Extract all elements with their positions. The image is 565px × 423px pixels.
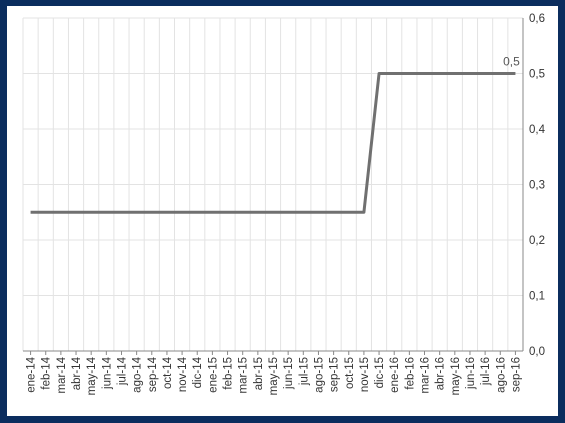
x-tick-label: feb-16	[404, 357, 416, 390]
x-tick-label: dic-15	[374, 357, 386, 388]
x-tick-label: ene-14	[26, 356, 38, 392]
x-tick-label: may-16	[450, 357, 462, 395]
x-tick-label: abr-16	[435, 357, 447, 390]
data-labels: 0,5	[503, 55, 520, 69]
x-tick-label: mar-16	[420, 357, 432, 393]
y-tick-label: 0,2	[529, 235, 545, 247]
x-tick-label: oct-14	[162, 356, 174, 389]
x-tick-label: ago-14	[132, 356, 144, 392]
data-label: 0,5	[503, 55, 520, 69]
x-tick-label: ene-15	[207, 357, 219, 393]
x-tick-label: sep-16	[510, 357, 522, 392]
series-layer	[30, 72, 516, 214]
line-chart: 0,0 0,1 0,2 0,3 0,4 0,5 0,6 ene-14 feb-14 mar-14…	[22, 13, 546, 395]
x-tick-label: jun-14	[101, 356, 113, 390]
y-tick-label: 0,5	[529, 69, 545, 81]
y-tick-label: 0,4	[529, 124, 546, 136]
x-tick-label: nov-15	[359, 357, 371, 392]
y-axis-ticks: 0,0 0,1 0,2 0,3 0,4 0,5 0,6	[529, 13, 546, 358]
x-tick-label: jul-14	[116, 356, 128, 386]
x-tick-label: jun-16	[465, 357, 477, 390]
x-tick-label: sep-15	[329, 357, 341, 392]
x-tick-label: mar-14	[56, 356, 68, 393]
x-tick-label: dic-14	[192, 356, 204, 388]
x-axis-ticks: ene-14 feb-14 mar-14 abr-14 may-14 jun-14 jul-…	[26, 351, 522, 395]
x-tick-label: sep-14	[147, 356, 159, 392]
x-tick-label: may-14	[86, 356, 98, 395]
x-tick-label: jul-15	[298, 357, 310, 386]
x-tick-label: feb-15	[223, 357, 235, 390]
y-tick-label: 0,3	[529, 180, 545, 192]
x-tick-label: nov-14	[177, 356, 189, 392]
chart-frame: 0,0 0,1 0,2 0,3 0,4 0,5 0,6 ene-14 feb-14 mar-14…	[7, 6, 558, 416]
x-tick-label: ago-15	[313, 357, 325, 393]
x-tick-label: jun-15	[283, 357, 295, 390]
x-tick-label: abr-15	[253, 357, 265, 390]
x-tick-label: may-15	[268, 357, 280, 395]
x-tick-label: ago-16	[495, 357, 507, 393]
y-tick-label: 0,1	[529, 291, 545, 303]
y-tick-label: 0,0	[529, 346, 545, 358]
x-tick-label: abr-14	[71, 356, 83, 390]
x-tick-label: mar-15	[238, 357, 250, 393]
x-tick-label: oct-15	[344, 357, 356, 389]
y-tick-label: 0,6	[529, 13, 545, 25]
x-tick-label: jul-16	[480, 357, 492, 386]
x-tick-label: feb-14	[41, 356, 53, 389]
series-line	[30, 72, 516, 214]
x-tick-label: ene-16	[389, 357, 401, 393]
grid	[22, 17, 524, 351]
